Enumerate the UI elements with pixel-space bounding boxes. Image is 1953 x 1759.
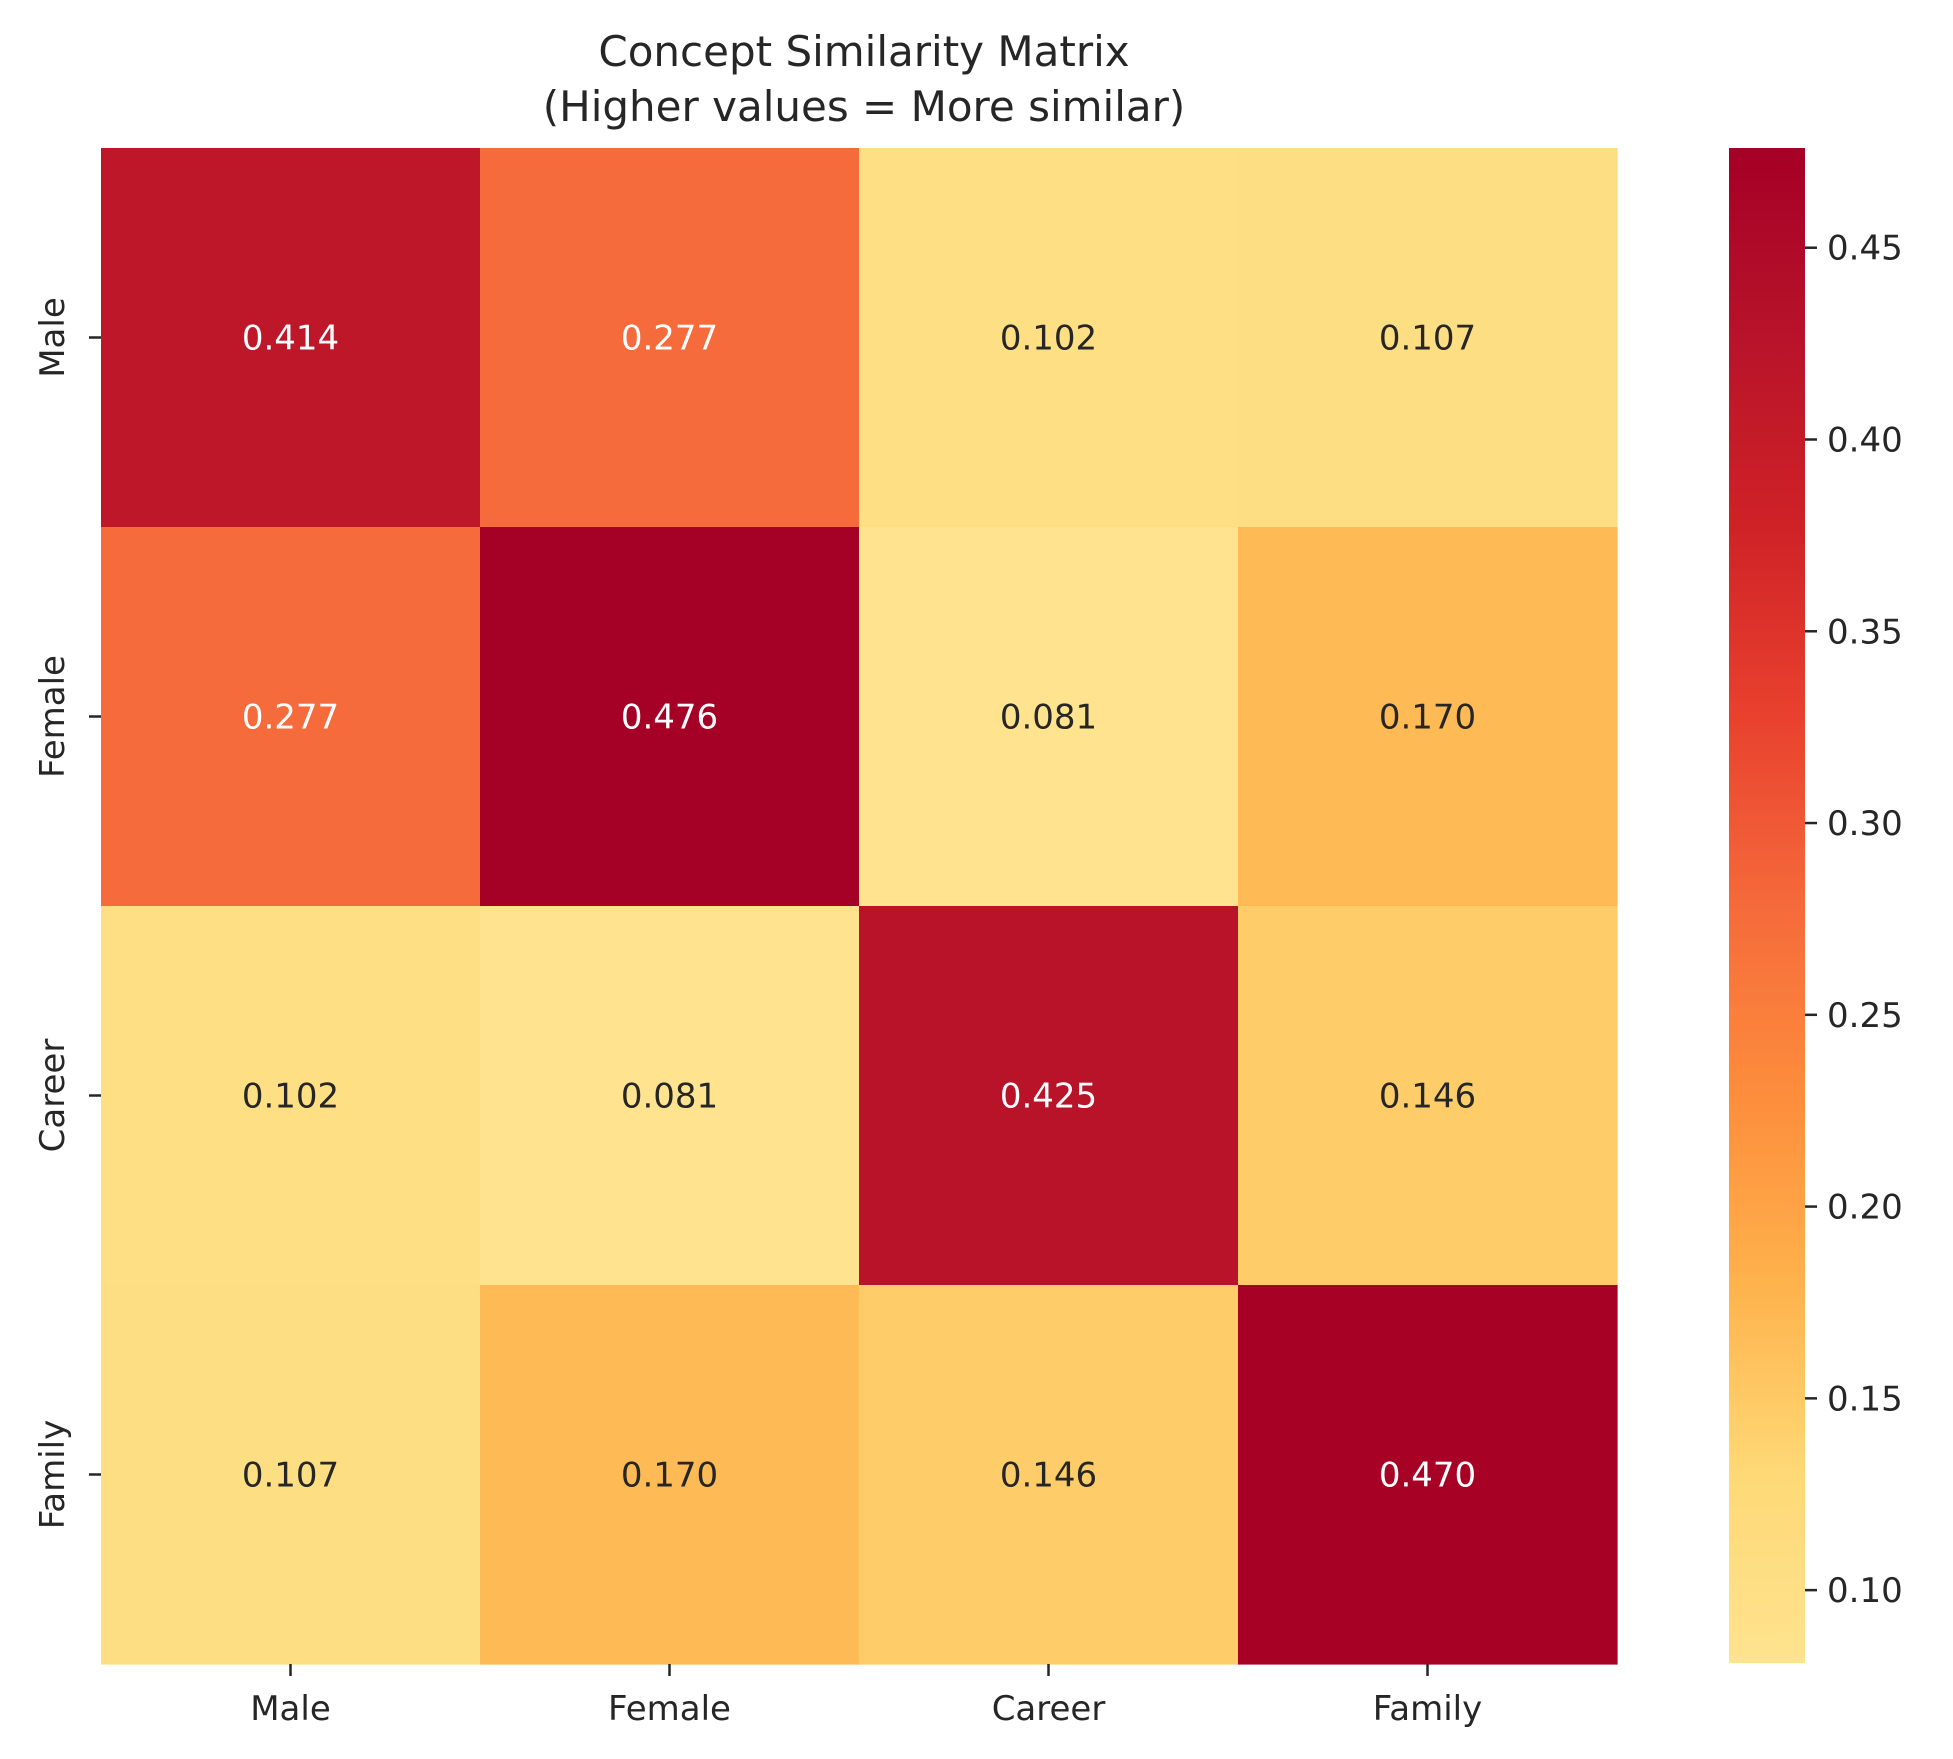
cell-value-label: 0.107 [242, 1456, 339, 1496]
cell-value-label: 0.170 [621, 1456, 718, 1496]
x-axis: Male Female Career Family [250, 1664, 1482, 1729]
heatmap-cell-2-1 [480, 906, 860, 1286]
cell-value-label: 0.277 [242, 698, 339, 738]
colorbar-tick-label: 0.40 [1827, 420, 1903, 460]
cell-value-label: 0.107 [1379, 319, 1476, 359]
heatmap-cell-1-3 [1238, 527, 1618, 907]
cell-value-label: 0.277 [621, 319, 718, 359]
heatmap-cell-0-1 [480, 148, 860, 528]
cell-value-label: 0.146 [1000, 1456, 1097, 1496]
colorbar-tick-label: 0.45 [1827, 229, 1903, 269]
colorbar-tick-label: 0.10 [1827, 1571, 1903, 1611]
colorbar-tick-label: 0.20 [1827, 1188, 1903, 1228]
heatmap-cell-3-0 [101, 1285, 481, 1665]
cell-value-label: 0.102 [1000, 319, 1097, 359]
cell-value-label: 0.081 [621, 1077, 718, 1117]
chart-title: Concept Similarity Matrix [598, 27, 1129, 76]
colorbar-axis: 0.10 0.15 0.20 0.25 0.30 0.35 0.40 0.45 [1805, 229, 1903, 1611]
colorbar [1729, 148, 1805, 1663]
y-tick-label: Family [33, 1420, 73, 1529]
x-tick-label: Male [250, 1689, 331, 1729]
heatmap-cell-0-3 [1238, 148, 1618, 528]
y-tick-label: Career [33, 1039, 73, 1153]
cell-value-label: 0.470 [1379, 1456, 1476, 1496]
heatmap-cell-2-2 [859, 906, 1239, 1286]
colorbar-tick-label: 0.30 [1827, 804, 1903, 844]
heatmap-cell-3-3 [1238, 1285, 1618, 1665]
y-axis: Male Female Career Family [33, 297, 101, 1529]
heatmap-cell-1-0 [101, 527, 481, 907]
y-tick-label: Female [33, 655, 73, 778]
heatmap-cell-0-2 [859, 148, 1239, 528]
chart-subtitle: (Higher values = More similar) [543, 82, 1186, 131]
colorbar-tick-label: 0.35 [1827, 612, 1903, 652]
colorbar-tick-label: 0.25 [1827, 996, 1903, 1036]
colorbar-tick-label: 0.15 [1827, 1379, 1903, 1419]
heatmap-cell-0-0 [101, 148, 481, 528]
cell-value-label: 0.102 [242, 1077, 339, 1117]
heatmap-cells: 0.414 0.277 0.102 0.107 0.277 0.476 0.081 0.170… [101, 148, 1618, 1665]
x-tick-label: Career [992, 1689, 1106, 1729]
cell-value-label: 0.414 [242, 319, 339, 359]
heatmap-cell-2-3 [1238, 906, 1618, 1286]
heatmap-cell-1-2 [859, 527, 1239, 907]
cell-value-label: 0.146 [1379, 1077, 1476, 1117]
y-tick-label: Male [33, 297, 73, 378]
heatmap-cell-3-2 [859, 1285, 1239, 1665]
cell-value-label: 0.476 [621, 698, 718, 738]
heatmap-cell-2-0 [101, 906, 481, 1286]
cell-value-label: 0.425 [1000, 1077, 1097, 1117]
cell-value-label: 0.170 [1379, 698, 1476, 738]
heatmap-cell-1-1 [480, 527, 860, 907]
x-tick-label: Female [608, 1689, 731, 1729]
cell-value-label: 0.081 [1000, 698, 1097, 738]
heatmap-cell-3-1 [480, 1285, 860, 1665]
x-tick-label: Family [1373, 1689, 1482, 1729]
